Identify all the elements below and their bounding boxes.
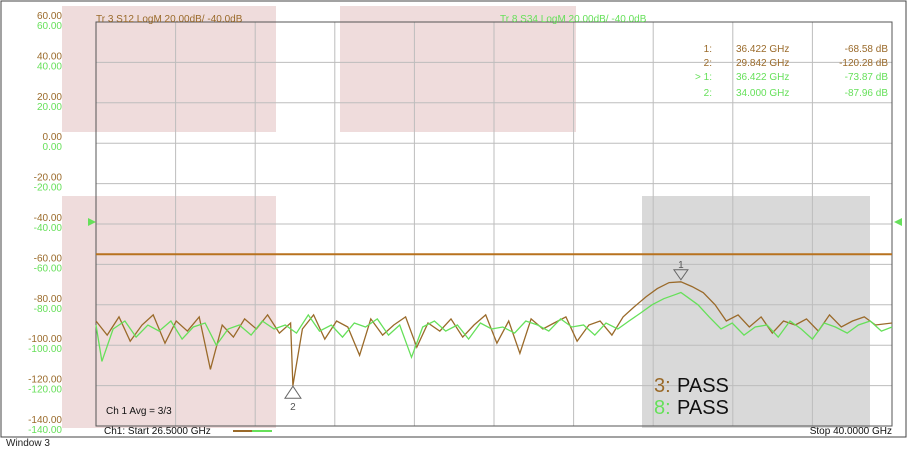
start-frequency[interactable]: Ch1: Start 26.5000 GHz bbox=[104, 426, 211, 437]
y-tick-label-tr3: 40.00 bbox=[37, 51, 62, 62]
y-tick-label-tr8: 60.00 bbox=[37, 21, 62, 32]
marker-readout-table: 1: 36.422 GHz -68.58 dB 2: 29.842 GHz -1… bbox=[695, 44, 888, 99]
y-tick-label-tr3: -120.00 bbox=[28, 375, 62, 386]
averaging-readout: Ch 1 Avg = 3/3 bbox=[106, 406, 172, 417]
y-tick-label-tr3: 60.00 bbox=[37, 11, 62, 22]
marker-freq: 29.842 GHz bbox=[736, 58, 789, 69]
marker-value: -68.58 dB bbox=[845, 44, 889, 55]
y-tick-label-tr8: 20.00 bbox=[37, 102, 62, 113]
marker-2-icon[interactable] bbox=[284, 385, 302, 399]
trace-markers: 12 bbox=[284, 260, 689, 413]
y-tick-label-tr8: -80.00 bbox=[34, 304, 63, 315]
plot-grid bbox=[95, 21, 893, 427]
window-label: Window 3 bbox=[6, 438, 50, 449]
reference-marker-left-icon[interactable] bbox=[88, 218, 96, 226]
mask-region bbox=[340, 6, 576, 132]
y-tick-label-tr3: -40.00 bbox=[34, 213, 63, 224]
mask-region bbox=[62, 6, 276, 132]
marker-value: -120.28 dB bbox=[839, 58, 888, 69]
series-tr8-line bbox=[95, 291, 893, 362]
marker-value: -73.87 dB bbox=[845, 72, 889, 83]
y-tick-label-tr8: -40.00 bbox=[34, 223, 63, 234]
y-tick-label-tr8: -120.00 bbox=[28, 385, 62, 396]
marker-freq: 36.422 GHz bbox=[736, 72, 789, 83]
y-tick-label-tr8: -100.00 bbox=[28, 344, 62, 355]
y-tick-label-tr8: -20.00 bbox=[34, 183, 63, 194]
reference-marker-right-icon[interactable] bbox=[894, 218, 902, 226]
y-tick-label-tr3: -80.00 bbox=[34, 294, 63, 305]
marker-num: > 1: bbox=[695, 72, 712, 83]
limit-test-status: 3: PASS 8: PASS bbox=[654, 375, 729, 419]
y-tick-label-tr8: -60.00 bbox=[34, 263, 63, 274]
pass-status-tr3-num: 3: bbox=[654, 375, 671, 397]
y-tick-label-tr3: -20.00 bbox=[34, 173, 63, 184]
marker-freq: 34.000 GHz bbox=[736, 88, 789, 99]
plot-border bbox=[95, 21, 893, 427]
marker-freq: 36.422 GHz bbox=[736, 44, 789, 55]
pass-status-tr3-text: PASS bbox=[677, 375, 729, 397]
marker-label: 1 bbox=[678, 260, 684, 271]
marker-label: 2 bbox=[290, 402, 296, 413]
y-tick-label-tr3: -140.00 bbox=[28, 415, 62, 426]
mask-region bbox=[62, 196, 276, 428]
trace-header-tr8[interactable]: Tr 8 S34 LogM 20.00dB/ -40.0dB bbox=[500, 14, 647, 25]
pass-status-tr8-text: PASS bbox=[677, 397, 729, 419]
y-tick-label-tr8: 0.00 bbox=[43, 142, 63, 153]
marker-num: 2: bbox=[704, 58, 712, 69]
trace-header-tr3[interactable]: Tr 3 S12 LogM 20.00dB/ -40.0dB bbox=[96, 14, 243, 25]
y-tick-label-tr3: 0.00 bbox=[43, 132, 63, 143]
stop-frequency[interactable]: Stop 40.0000 GHz bbox=[810, 426, 892, 437]
marker-num: 2: bbox=[704, 88, 712, 99]
marker-value: -87.96 dB bbox=[845, 88, 889, 99]
mask-region bbox=[642, 196, 870, 428]
y-tick-label-tr8: 40.00 bbox=[37, 61, 62, 72]
y-tick-label-tr8: -140.00 bbox=[28, 425, 62, 436]
marker-num: 1: bbox=[704, 44, 712, 55]
y-tick-label-tr3: -100.00 bbox=[28, 334, 62, 345]
marker-1-icon[interactable] bbox=[672, 269, 689, 281]
limit-mask-regions bbox=[62, 6, 870, 428]
series-tr3-line bbox=[95, 281, 893, 386]
y-tick-label-tr3: 20.00 bbox=[37, 92, 62, 103]
y-tick-label-tr3: -60.00 bbox=[34, 253, 63, 264]
pass-status-tr8-num: 8: bbox=[654, 397, 671, 419]
